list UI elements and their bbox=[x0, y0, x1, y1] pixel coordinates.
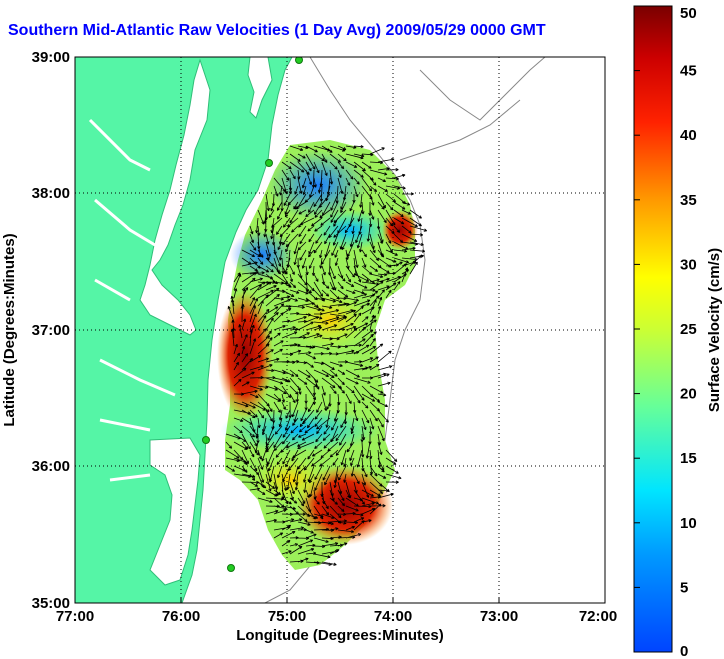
x-tick-marks bbox=[74, 597, 606, 603]
velocity-blob-red bbox=[217, 290, 273, 420]
colorbar-tick-label: 40 bbox=[680, 127, 697, 144]
map-title: Southern Mid-Atlantic Raw Velocities (1 … bbox=[8, 22, 546, 39]
colorbar-tick-label: 45 bbox=[680, 63, 697, 80]
y-tick-label: 37:00 bbox=[32, 322, 70, 339]
colorbar-tick-label: 30 bbox=[680, 256, 697, 273]
colorbar-tick-label: 0 bbox=[680, 643, 688, 659]
y-tick-label: 36:00 bbox=[32, 458, 70, 475]
colorbar-tick-label: 35 bbox=[680, 192, 697, 209]
velocity-blob-yellow bbox=[250, 455, 330, 505]
x-tick-label: 77:00 bbox=[56, 608, 94, 625]
x-tick-label: 72:00 bbox=[579, 608, 617, 625]
velocity-vectors bbox=[225, 144, 428, 566]
colorbar-label: Surface Velocity (cm/s) bbox=[706, 248, 723, 412]
bathymetry-contour-outer bbox=[399, 57, 546, 161]
plot-frame bbox=[74, 56, 606, 604]
station-marker bbox=[295, 57, 303, 64]
x-tick-label: 74:00 bbox=[374, 608, 412, 625]
velocity-blob-red bbox=[382, 210, 418, 250]
x-tick-label: 73:00 bbox=[480, 608, 518, 625]
station-marker bbox=[265, 159, 273, 167]
colorbar-tick-label: 10 bbox=[680, 515, 697, 532]
colorbar-tick-label: 50 bbox=[680, 5, 697, 22]
colorbar-tick-label: 15 bbox=[680, 450, 697, 467]
grid-lines bbox=[75, 57, 605, 603]
river-inlets bbox=[88, 118, 176, 482]
station-marker bbox=[227, 564, 235, 572]
x-tick-label: 75:00 bbox=[268, 608, 306, 625]
x-tick-label: 76:00 bbox=[162, 608, 200, 625]
y-tick-label: 39:00 bbox=[32, 49, 70, 66]
x-axis-label: Longitude (Degrees:Minutes) bbox=[236, 627, 444, 644]
station-marker bbox=[202, 436, 210, 444]
radar-stations bbox=[202, 57, 303, 572]
chesapeake-bay bbox=[139, 58, 211, 336]
velocity-blob-blue bbox=[230, 230, 294, 280]
velocity-arrow bbox=[225, 144, 428, 566]
y-axis-label: Latitude (Degrees:Minutes) bbox=[1, 233, 18, 426]
colorbar-tick-label: 5 bbox=[680, 579, 688, 596]
delaware-bay bbox=[247, 57, 273, 119]
y-tick-label: 38:00 bbox=[32, 185, 70, 202]
y-tick-label: 35:00 bbox=[32, 595, 70, 612]
colorbar-tick-label: 20 bbox=[680, 386, 697, 403]
pamlico-sound bbox=[149, 437, 201, 586]
colorbar bbox=[633, 5, 673, 653]
colorbar-tick-label: 25 bbox=[680, 321, 697, 338]
